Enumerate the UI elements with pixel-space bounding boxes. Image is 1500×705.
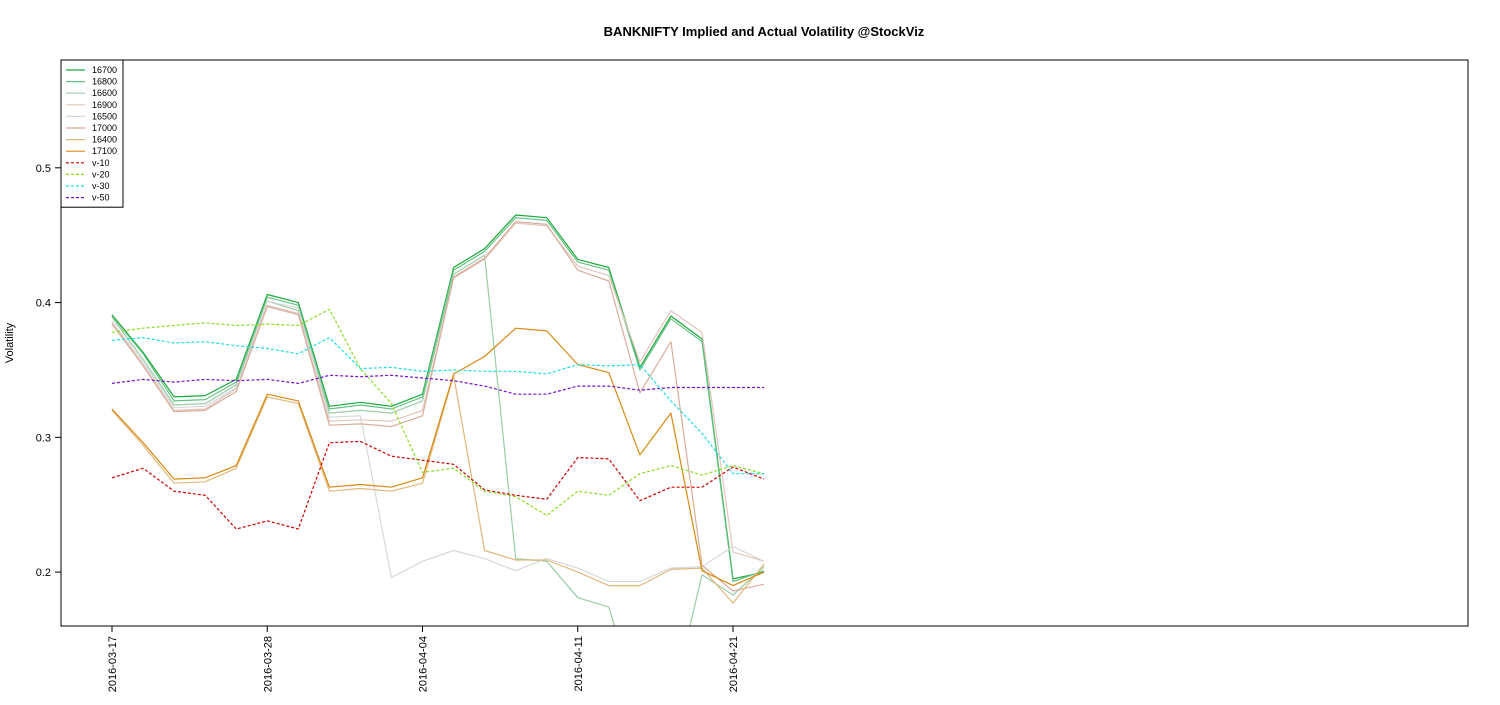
legend-box	[60, 59, 124, 208]
y-tick-label: 0.3	[36, 432, 51, 444]
x-tick-label: 2016-03-28	[262, 636, 274, 692]
x-tick-label: 2016-03-17	[107, 636, 119, 692]
y-axis: 0.2 0.3 0.4 0.5	[36, 163, 61, 579]
series-line-17000	[111, 221, 765, 592]
plot-frame	[60, 59, 1469, 627]
legend-label-17000: 17000	[92, 123, 117, 133]
legend-label-17100: 17100	[92, 146, 117, 156]
y-axis-label: Volatility	[4, 322, 16, 363]
series-line-16800	[111, 217, 765, 583]
x-tick-label: 2016-04-21	[728, 636, 740, 692]
series-line-17100	[111, 327, 765, 587]
y-tick-label: 0.4	[36, 298, 51, 310]
legend-label-16400: 16400	[92, 135, 117, 145]
legend-label-v-20: v-20	[92, 169, 110, 179]
legend-label-16800: 16800	[92, 77, 117, 87]
legend-label-v-30: v-30	[92, 181, 110, 191]
legend-label-16700: 16700	[92, 65, 117, 75]
series-line-16400	[111, 374, 765, 604]
series-line-16500	[111, 300, 765, 583]
x-axis: 2016-03-17 2016-03-28 2016-04-04 2016-04-11…	[107, 626, 740, 692]
legend-label-v-10: v-10	[92, 158, 110, 168]
chart-title: BANKNIFTY Implied and Actual Volatility …	[604, 24, 925, 39]
y-tick-label: 0.2	[36, 567, 51, 579]
series-line-v-30	[111, 337, 765, 475]
series-line-16600	[111, 254, 765, 626]
series-line-v-10	[111, 440, 765, 530]
x-tick-label: 2016-04-11	[573, 636, 585, 691]
series-line-v-20	[111, 308, 765, 517]
legend-label-16500: 16500	[92, 111, 117, 121]
legend-label-v-50: v-50	[92, 193, 110, 203]
legend-label-16600: 16600	[92, 88, 117, 98]
x-tick-label: 2016-04-04	[418, 636, 430, 692]
series-layer	[111, 214, 765, 626]
y-tick-label: 0.5	[36, 163, 51, 175]
series-line-16700	[111, 214, 765, 580]
legend-label-16900: 16900	[92, 100, 117, 110]
